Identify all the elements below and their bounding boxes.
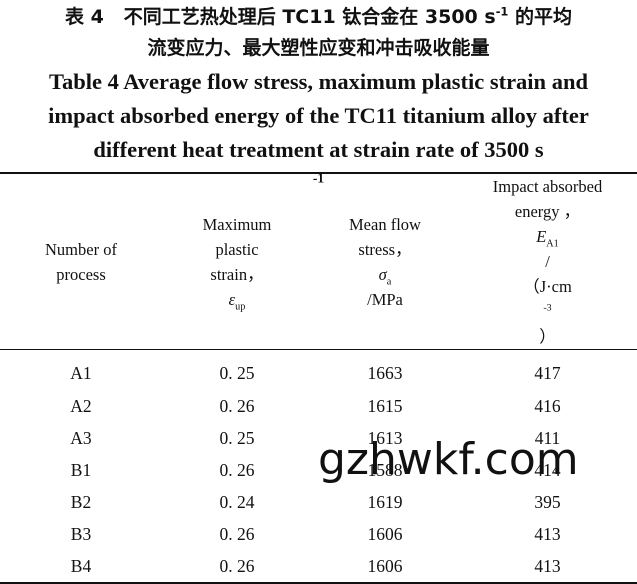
- table-row: A1 0. 25 1663 417: [0, 350, 637, 391]
- header-col1-line2: process: [56, 264, 106, 284]
- cell-process: B2: [70, 491, 92, 512]
- cell-process: B3: [70, 523, 92, 544]
- table-number-cn: 表 4: [65, 6, 104, 28]
- table-row: B3 0. 26 1606 413: [0, 518, 637, 550]
- data-table: Number of process Maximum plastic strain…: [0, 172, 637, 584]
- cell-process: A2: [70, 395, 92, 416]
- cell-stress: 1606: [367, 523, 403, 544]
- cell-strain: 0. 26: [219, 395, 255, 416]
- cell-stress: 1663: [367, 362, 403, 383]
- header-col4-line1: Impact absorbed: [492, 177, 603, 196]
- cell-strain: 0. 26: [219, 523, 255, 544]
- cell-energy: 413: [534, 555, 561, 576]
- caption-cn-sup: -1: [495, 4, 509, 19]
- caption-en-line3-text: different heat treatment at strain rate …: [93, 137, 544, 162]
- table-row: B4 0. 26 1606 413: [0, 550, 637, 583]
- header-col2-strain: strain，: [210, 264, 264, 284]
- header-col1-line1: Number of: [45, 239, 117, 259]
- caption-en-line3: different heat treatment at strain rate …: [0, 133, 637, 201]
- cell-energy: 411: [534, 427, 561, 448]
- table-row: A2 0. 26 1615 416: [0, 390, 637, 422]
- symbol-E: E: [536, 227, 547, 246]
- header-col3-line1: Mean flow: [349, 214, 421, 234]
- symbol-epsilon: ε: [228, 289, 236, 309]
- cell-energy: 416: [534, 395, 561, 416]
- symbol-sigma: σ: [378, 264, 387, 284]
- header-col2-line2: plastic: [215, 239, 259, 259]
- header-col3-unit: /MPa: [367, 289, 403, 309]
- header-impact-energy: Impact absorbed energy ， EA1 / （J·cm -3 ）: [458, 173, 637, 350]
- cell-energy: 395: [534, 491, 561, 512]
- header-col3-line3: σa/MPa: [316, 262, 454, 312]
- caption-en-line2: impact absorbed energy of the TC11 titan…: [48, 103, 589, 128]
- header-mean-flow-stress: Mean flow stress， σa/MPa: [312, 173, 458, 350]
- symbol-epsilon-sub: up: [235, 300, 246, 312]
- table-row: B2 0. 24 1619 395: [0, 486, 637, 518]
- symbol-E-sub: A1: [546, 238, 559, 250]
- cell-process: A3: [70, 427, 92, 448]
- symbol-sigma-sub: a: [386, 275, 392, 287]
- caption-en-line1: Table 4 Average flow stress, maximum pla…: [49, 69, 588, 94]
- cell-strain: 0. 25: [219, 427, 255, 448]
- cell-energy: 417: [534, 362, 561, 383]
- cell-stress: 1588: [367, 459, 403, 480]
- cell-strain: 0. 26: [219, 459, 255, 480]
- header-col4-unit-close: ）: [539, 327, 556, 346]
- header-col4-unit: （J·cm: [523, 277, 572, 296]
- header-col4-line2: energy ， EA1 /: [462, 199, 633, 274]
- header-col4-unit-sup: -3: [543, 302, 552, 314]
- cell-strain: 0. 25: [219, 362, 255, 383]
- cell-strain: 0. 24: [219, 491, 255, 512]
- cell-process: A1: [70, 362, 92, 383]
- header-col4-slash: /: [545, 252, 550, 271]
- caption-chinese: 表 4 不同工艺热处理后 TC11 钛合金在 3500 s-1 的平均 流变应力…: [0, 2, 637, 64]
- cell-stress: 1619: [367, 491, 403, 512]
- cell-energy: 414: [534, 459, 561, 480]
- cell-stress: 1606: [367, 555, 403, 576]
- header-process-number: Number of process: [0, 173, 162, 350]
- watermark: gzhwkf.com: [318, 434, 579, 485]
- caption-cn-line2: 流变应力、最大塑性应变和冲击吸收能量: [147, 37, 490, 59]
- header-col4-energy: energy ，: [514, 202, 581, 221]
- header-col2-line1: Maximum: [202, 214, 272, 234]
- table-row: B1 0. 26 1588 414: [0, 454, 637, 486]
- cell-stress: 1615: [367, 395, 403, 416]
- table-row: A3 0. 25 1613 411: [0, 422, 637, 454]
- header-col3-line2: stress，: [358, 239, 412, 259]
- header-col2-line3: strain， εup: [166, 262, 308, 312]
- caption-cn-text-b: 的平均: [508, 6, 572, 28]
- cell-stress: 1613: [367, 427, 403, 448]
- table-header: Number of process Maximum plastic strain…: [0, 173, 637, 350]
- caption-english: Table 4 Average flow stress, maximum pla…: [0, 65, 637, 201]
- cell-process: B1: [70, 459, 92, 480]
- caption-cn-text-a: 不同工艺热处理后 TC11 钛合金在 3500 s: [123, 6, 496, 28]
- cell-process: B4: [70, 555, 92, 576]
- caption-cn-line1: 表 4 不同工艺热处理后 TC11 钛合金在 3500 s-1 的平均: [0, 2, 637, 33]
- cell-strain: 0. 26: [219, 555, 255, 576]
- cell-energy: 413: [534, 523, 561, 544]
- header-max-plastic-strain: Maximum plastic strain， εup: [162, 173, 312, 350]
- header-col4-line3: （J·cm -3 ）: [462, 274, 633, 349]
